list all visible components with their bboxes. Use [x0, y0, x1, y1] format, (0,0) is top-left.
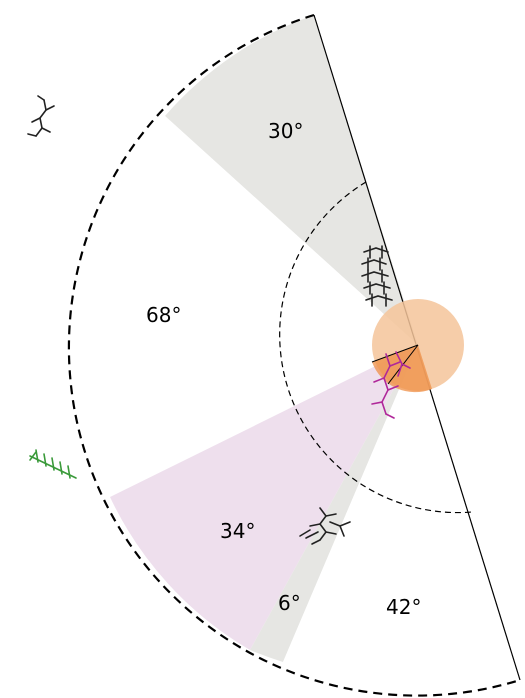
molecule-stack-icon: [361, 245, 393, 307]
label-42: 42°: [386, 595, 421, 619]
label-6: 6°: [278, 591, 301, 615]
green-molecule-icon: [29, 449, 77, 479]
molecule-chain-icon: [371, 351, 411, 419]
sector-68-fill: [76, 116, 418, 497]
molecule-cluster-icon: [299, 507, 351, 545]
sector-6-fill: [250, 345, 418, 662]
label-34: 34°: [220, 519, 255, 543]
sector-34-fill: [110, 345, 418, 650]
inner-dashed-arc: [279, 181, 473, 514]
outer-dashed-arc: [67, 13, 521, 697]
sector-42-fill: [283, 345, 520, 693]
label-68: 68°: [146, 303, 181, 327]
label-30: 30°: [268, 119, 303, 143]
center-line-a: [371, 344, 419, 363]
molecule-icon: [27, 95, 55, 137]
sector-30-fill: [165, 15, 418, 345]
